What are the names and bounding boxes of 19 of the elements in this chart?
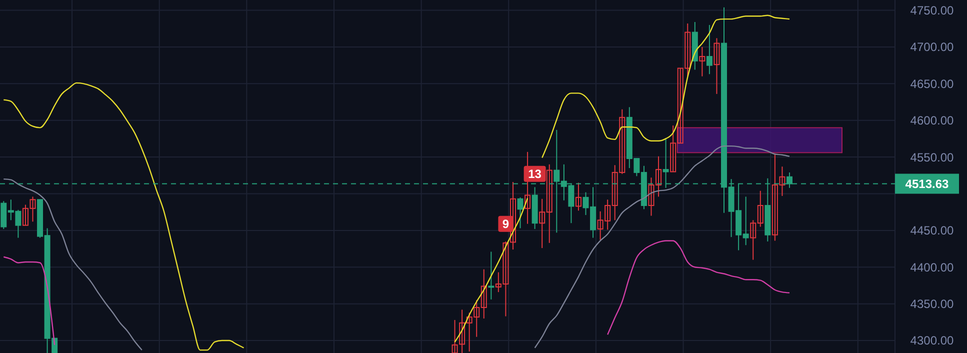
y-tick-label: 4550.00 (910, 150, 954, 164)
ref-line-label: 4513.63 (905, 176, 950, 191)
y-tick-label: 4400.00 (910, 260, 954, 274)
annotation: 13 (528, 167, 542, 182)
y-tick-label: 4350.00 (910, 297, 954, 312)
y-tick-label: 4700.00 (910, 40, 954, 54)
y-tick-label: 4650.00 (910, 76, 954, 91)
candlestick (706, 24, 712, 75)
annotation: 9 (502, 217, 510, 232)
y-tick-label: 4750.00 (910, 3, 954, 18)
y-tick-label: 4600.00 (910, 114, 954, 128)
y-tick-label: 4300.00 (910, 334, 954, 348)
candlestick (517, 196, 524, 229)
candlestick (699, 46, 706, 77)
candlestick (452, 319, 458, 353)
candlestick (714, 38, 720, 94)
candlestick (488, 251, 494, 300)
candlestick (575, 182, 582, 212)
y-tick-label: 4450.00 (910, 224, 954, 238)
